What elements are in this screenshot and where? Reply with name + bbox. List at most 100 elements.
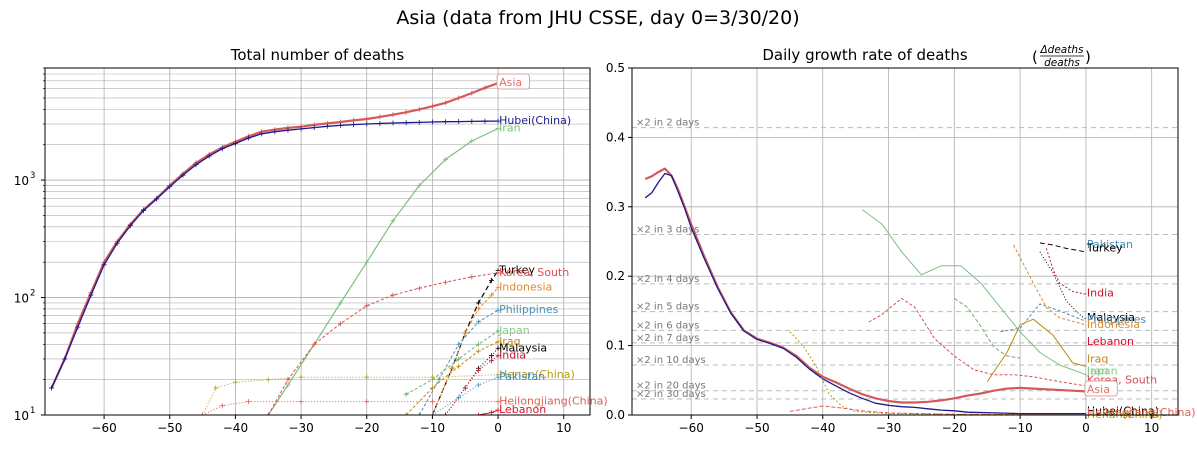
data-point-marker [469, 118, 475, 124]
data-point-marker [337, 122, 343, 128]
data-point-marker [495, 407, 501, 413]
y-tick-exponent: 3 [30, 171, 35, 181]
data-point-marker [429, 412, 435, 415]
series-label-lebanon: Lebanon [499, 403, 546, 416]
data-point-marker [219, 403, 225, 409]
y-tick-label: 10 [14, 174, 29, 188]
series-label-japan: Japan [498, 324, 530, 337]
series-line-pakistan [432, 376, 499, 415]
data-point-marker [489, 353, 495, 359]
data-point-marker [403, 391, 409, 397]
series-line-japan [954, 297, 1021, 359]
x-tick-label: −30 [876, 421, 901, 435]
fraction-numerator: Δdeaths [1040, 44, 1085, 56]
data-point-marker [337, 321, 343, 327]
series-label-indonesia: Indonesia [499, 280, 552, 293]
series-label-pakistan: Pakistan [1087, 238, 1133, 251]
doubling-label: ×2 in 20 days [636, 381, 706, 392]
data-point-marker [285, 127, 291, 133]
series-line-indonesia [431, 287, 499, 415]
doubling-label: ×2 in 3 days [636, 225, 699, 236]
data-point-marker [462, 385, 468, 391]
data-point-marker [429, 385, 435, 391]
fraction-denominator: deaths [1044, 57, 1080, 69]
series-label-hubei-china: Hubei(China) [1087, 405, 1159, 418]
doubling-reference-lines: ×2 in 2 days ×2 in 3 days ×2 in 4 days ×2 i… [632, 118, 1178, 400]
data-point-marker [49, 385, 55, 391]
grid [45, 67, 590, 416]
data-point-marker [167, 184, 173, 190]
series-label-japan: Japan [1086, 364, 1118, 377]
data-point-marker [390, 112, 396, 118]
x-tick-label: −30 [288, 421, 313, 435]
x-axis: −60 −50 −40 −30 −20 −10 0 10 [91, 415, 571, 435]
series-label-box [496, 73, 530, 90]
data-point-marker [62, 356, 68, 362]
data-point-marker [475, 348, 481, 354]
doubling-label: ×2 in 30 days [636, 389, 706, 400]
data-point-marker [193, 162, 199, 168]
data-point-marker [364, 303, 370, 309]
data-point-marker [456, 95, 462, 101]
series-label-iraq: Iraq [499, 335, 520, 348]
series-line-henan-china [789, 331, 1086, 415]
series-line-korea-south [868, 297, 1086, 387]
data-point-marker [298, 374, 304, 380]
series-group [644, 167, 1087, 415]
data-point-marker [403, 109, 409, 115]
fraction-paren-open: ( [1032, 48, 1038, 66]
data-point-marker [416, 412, 422, 415]
series-label-hubei-china: Hubei(China) [499, 114, 571, 127]
series-label-turkey: Turkey [498, 263, 535, 276]
data-point-marker [75, 324, 81, 330]
data-point-marker [377, 114, 383, 120]
data-point-marker [475, 367, 481, 373]
right-chart-growth-rate: Daily growth rate of deaths (Δdeathsdeath… [606, 44, 1196, 435]
doubling-label: ×2 in 2 days [636, 118, 699, 129]
data-point-marker [436, 377, 442, 383]
series-line-hubei-china [51, 120, 499, 389]
panel-title: Total number of deaths [230, 46, 405, 64]
data-point-marker [127, 223, 133, 229]
x-tick-label: −60 [91, 421, 116, 435]
data-point-marker [311, 125, 317, 131]
series-label-india: India [1087, 287, 1114, 300]
x-tick-label: 10 [1144, 421, 1159, 435]
data-point-marker [443, 119, 449, 125]
series-line-iran [861, 209, 1087, 376]
data-point-marker [429, 119, 435, 125]
data-point-marker [416, 106, 422, 112]
series-line-iraq [986, 318, 1087, 382]
data-point-marker [259, 131, 265, 137]
y-tick-label: 0.4 [606, 130, 625, 144]
data-point-marker [495, 345, 501, 351]
data-point-marker [114, 240, 120, 246]
data-point-marker [495, 118, 501, 124]
series-label-iran: Iran [1087, 364, 1109, 377]
data-point-marker [416, 182, 422, 188]
data-point-marker [390, 292, 396, 298]
data-point-marker [489, 358, 495, 364]
data-point-marker [337, 300, 343, 306]
data-point-marker [495, 307, 501, 313]
data-point-marker [213, 385, 219, 391]
data-point-marker [475, 306, 481, 312]
data-point-marker [364, 374, 370, 380]
x-axis: −60 −50 −40 −30 −20 −10 0 10 [679, 415, 1159, 435]
data-point-marker [475, 382, 481, 388]
data-point-marker [377, 121, 383, 127]
data-point-marker [456, 341, 462, 347]
data-point-marker [265, 377, 271, 383]
y-tick-label: 0.0 [606, 408, 625, 422]
data-point-marker [416, 119, 422, 125]
data-point-marker [246, 135, 252, 141]
data-point-marker [180, 172, 186, 178]
y-tick-label: 0.3 [606, 200, 625, 214]
data-point-marker [469, 138, 475, 144]
series-line-korea-south [267, 272, 499, 415]
data-point-marker [475, 412, 481, 415]
x-tick-label: −50 [157, 421, 182, 435]
data-point-marker [456, 356, 462, 362]
